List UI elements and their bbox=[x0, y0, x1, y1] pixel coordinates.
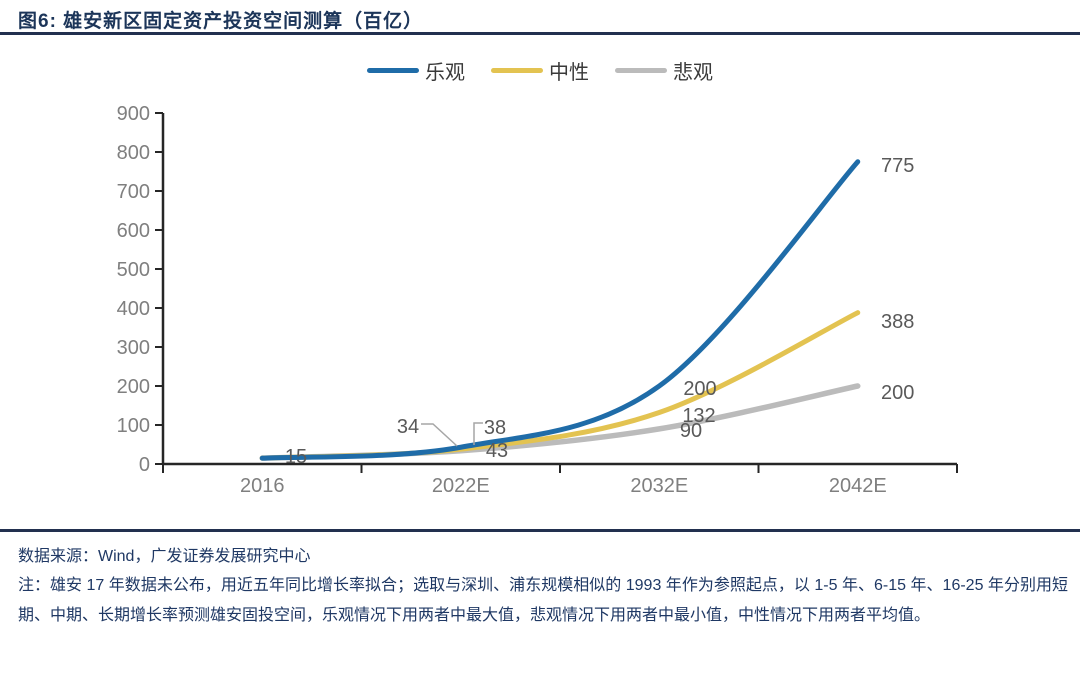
x-tick-label: 2042E bbox=[829, 475, 887, 497]
y-tick-label: 600 bbox=[117, 220, 150, 242]
y-tick-label: 700 bbox=[117, 181, 150, 203]
legend-label: 悲观 bbox=[673, 62, 713, 84]
data-label: 34 bbox=[397, 416, 419, 438]
series-line-optimistic bbox=[259, 159, 861, 461]
x-tick-label: 2032E bbox=[630, 475, 688, 497]
label-leader-lines bbox=[421, 422, 483, 447]
y-tick-label: 900 bbox=[117, 103, 150, 125]
investment-forecast-chart: 0 100 200 300 400 500 600 700 800 900 2016 2022E 203… bbox=[117, 103, 958, 497]
data-source-text: 数据来源：Wind，广发证券发展研究中心 bbox=[18, 548, 311, 565]
legend-item-neutral: 中性 bbox=[491, 56, 589, 85]
legend-label: 乐观 bbox=[425, 62, 465, 84]
legend-swatch-pessimistic bbox=[615, 68, 667, 73]
legend-item-optimistic: 乐观 bbox=[367, 56, 465, 85]
legend-swatch-optimistic bbox=[367, 68, 419, 73]
data-label: 15 bbox=[285, 446, 307, 468]
figure-title: 图6: 雄安新区固定资产投资空间测算（百亿） bbox=[18, 11, 424, 32]
data-label: 388 bbox=[881, 311, 914, 333]
y-tick-label: 0 bbox=[139, 454, 150, 476]
data-label: 43 bbox=[486, 440, 508, 462]
footnote-text: 注：雄安 17 年数据未公布，用近五年同比增长率拟合；选取与深圳、浦东规模相似的… bbox=[18, 577, 1068, 624]
series-line-pessimistic bbox=[259, 383, 861, 461]
data-label: 132 bbox=[682, 405, 715, 427]
y-tick-label: 300 bbox=[117, 337, 150, 359]
axes bbox=[161, 113, 957, 466]
legend-item-pessimistic: 悲观 bbox=[615, 56, 713, 85]
data-label: 200 bbox=[881, 382, 914, 404]
y-axis-ticks: 0 100 200 300 400 500 600 700 800 900 bbox=[117, 103, 163, 476]
chart-legend: 乐观 中性 悲观 bbox=[0, 56, 1080, 85]
x-tick-label: 2022E bbox=[432, 475, 490, 497]
data-label: 38 bbox=[484, 417, 506, 439]
data-label: 200 bbox=[683, 378, 716, 400]
title-divider bbox=[0, 32, 1080, 35]
data-label: 90 bbox=[680, 420, 702, 442]
chart-area: 0 100 200 300 400 500 600 700 800 900 2016 2022E 203… bbox=[0, 95, 1080, 515]
series-line-neutral bbox=[259, 310, 861, 461]
y-tick-label: 500 bbox=[117, 259, 150, 281]
x-tick-label: 2016 bbox=[240, 475, 285, 497]
data-label: 775 bbox=[881, 155, 914, 177]
y-tick-label: 800 bbox=[117, 142, 150, 164]
legend-label: 中性 bbox=[549, 62, 589, 84]
footer-divider bbox=[0, 529, 1080, 532]
y-tick-label: 200 bbox=[117, 376, 150, 398]
x-axis-ticks: 2016 2022E 2032E 2042E bbox=[162, 464, 958, 497]
legend-swatch-neutral bbox=[491, 68, 543, 73]
y-tick-label: 100 bbox=[117, 415, 150, 437]
y-tick-label: 400 bbox=[117, 298, 150, 320]
